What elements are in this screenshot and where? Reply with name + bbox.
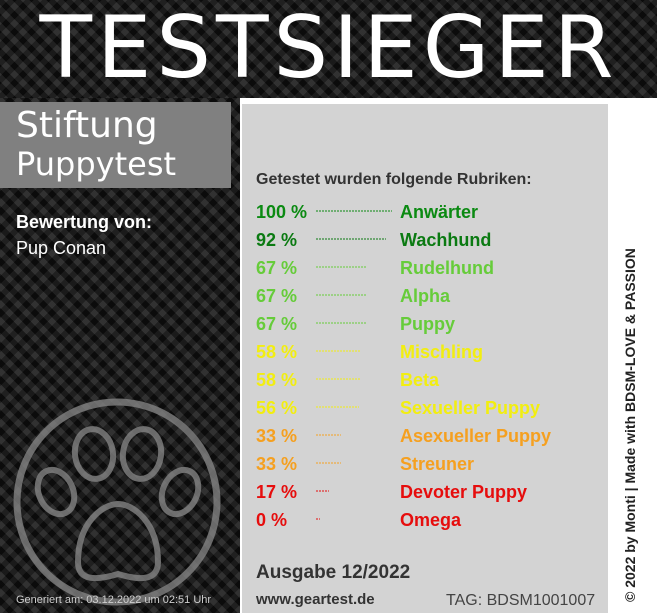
rubriken-heading: Getestet wurden folgende Rubriken:	[256, 171, 532, 188]
rubrik-bar	[316, 518, 320, 520]
list-item: 0 % Omega	[256, 508, 606, 536]
list-item: 67 % Alpha	[256, 284, 606, 312]
rubrik-percent: 33 %	[256, 454, 298, 474]
rubrik-name: Mischling	[400, 342, 484, 362]
list-item: 33 % Streuner	[256, 452, 606, 480]
rubrik-name: Sexueller Puppy	[400, 398, 541, 418]
rubrik-name: Beta	[400, 370, 440, 390]
rubrik-bar	[316, 238, 386, 240]
rubrik-percent: 67 %	[256, 314, 298, 334]
rubrik-percent: 0 %	[256, 510, 288, 530]
rubriken-list: 100 % Anwärter 92 % Wachhund 67 % Rudelh…	[256, 200, 606, 536]
rubrik-percent: 33 %	[256, 426, 298, 446]
rubrik-bar	[316, 378, 360, 380]
list-item: 92 % Wachhund	[256, 228, 606, 256]
list-item: 33 % Asexueller Puppy	[256, 424, 606, 452]
generated-timestamp: Generiert am: 03.12.2022 um 02:51 Uhr	[16, 594, 212, 606]
rubrik-name: Streuner	[400, 454, 475, 474]
rubrik-percent: 92 %	[256, 230, 298, 250]
issue-label: Ausgabe 12/2022	[256, 562, 411, 583]
list-item: 56 % Sexueller Puppy	[256, 396, 606, 424]
rubrik-name: Wachhund	[400, 230, 492, 250]
website-link[interactable]: www.geartest.de	[256, 591, 375, 608]
evaluator-name: Pup Conan	[16, 238, 107, 258]
rubrik-bar	[316, 434, 341, 436]
list-item: 67 % Puppy	[256, 312, 606, 340]
rubrik-percent: 56 %	[256, 398, 298, 418]
rubrik-name: Devoter Puppy	[400, 482, 528, 502]
rubrik-percent: 58 %	[256, 370, 298, 390]
rubrik-bar	[316, 322, 367, 324]
rubrik-name: Rudelhund	[400, 258, 494, 278]
list-item: 58 % Beta	[256, 368, 606, 396]
brand-box	[0, 102, 231, 188]
rubrik-bar	[316, 490, 329, 492]
banner-title: TESTSIEGER	[39, 0, 619, 98]
list-item: 17 % Devoter Puppy	[256, 480, 606, 508]
tag-id: TAG: BDSM1001007	[446, 592, 596, 609]
rubrik-percent: 100 %	[256, 202, 308, 222]
rubrik-name: Puppy	[400, 314, 456, 334]
rubrik-percent: 17 %	[256, 482, 298, 502]
rubrik-percent: 67 %	[256, 286, 298, 306]
rubrik-bar	[316, 406, 359, 408]
results-panel	[242, 104, 608, 613]
rubrik-bar	[316, 462, 341, 464]
list-item: 100 % Anwärter	[256, 200, 606, 228]
rubrik-percent: 67 %	[256, 258, 298, 278]
rubrik-bar	[316, 266, 367, 268]
copyright-text: © 2022 by Monti | Made with BDSM-LOVE & …	[622, 248, 638, 602]
rubrik-name: Omega	[400, 510, 462, 530]
rubrik-bar	[316, 350, 360, 352]
rubrik-bar	[316, 210, 392, 212]
evaluation-label: Bewertung von:	[16, 212, 153, 232]
brand-name-line1: Stiftung	[16, 105, 158, 146]
rubrik-percent: 58 %	[256, 342, 298, 362]
rubrik-name: Anwärter	[400, 202, 479, 222]
top-banner: TESTSIEGER	[0, 0, 657, 98]
list-item: 58 % Mischling	[256, 340, 606, 368]
rubrik-name: Asexueller Puppy	[400, 426, 552, 446]
rubrik-bar	[316, 294, 367, 296]
rubrik-name: Alpha	[400, 286, 451, 306]
brand-name-line2: Puppytest	[16, 145, 177, 183]
paw-icon	[13, 398, 221, 606]
list-item: 67 % Rudelhund	[256, 256, 606, 284]
